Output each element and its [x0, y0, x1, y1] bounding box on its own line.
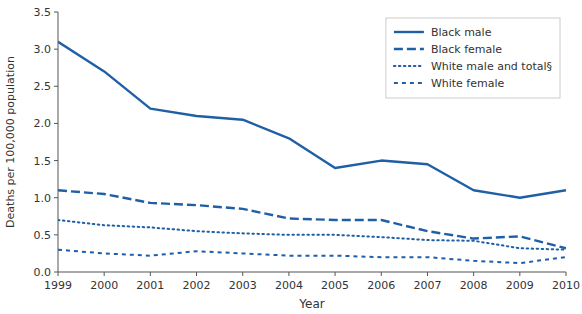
x-tick-label: 2009 [506, 279, 534, 292]
x-tick-label: 2002 [183, 279, 211, 292]
x-tick-label: 2001 [136, 279, 164, 292]
y-tick-label: 3.5 [34, 6, 52, 19]
y-tick-label: 0.5 [34, 229, 52, 242]
y-tick-label: 0.0 [34, 266, 52, 279]
y-tick [54, 12, 58, 13]
x-tick [381, 272, 382, 276]
legend-swatch [394, 31, 424, 33]
y-tick-label: 2.5 [34, 80, 52, 93]
y-tick [54, 86, 58, 87]
y-tick-label: 2.0 [34, 117, 52, 130]
x-tick [104, 272, 105, 276]
y-tick [54, 234, 58, 235]
legend-label: Black female [431, 43, 502, 56]
legend-label: Black male [431, 26, 492, 39]
y-tick-label: 1.5 [34, 155, 52, 168]
x-tick [427, 272, 428, 276]
y-tick [54, 123, 58, 124]
y-tick [54, 49, 58, 50]
x-tick-label: 2006 [367, 279, 395, 292]
legend-swatch [394, 48, 424, 50]
x-tick [242, 272, 243, 276]
x-tick-label: 1999 [44, 279, 72, 292]
legend-box [386, 18, 560, 98]
legend: Black male Black female White male and tot… [386, 18, 560, 98]
x-tick-label: 2010 [552, 279, 580, 292]
x-tick [566, 272, 567, 276]
legend-swatch [394, 65, 424, 67]
legend-swatch [394, 82, 424, 84]
y-axis [58, 12, 59, 272]
y-tick [54, 160, 58, 161]
series-line [58, 220, 566, 250]
x-tick [196, 272, 197, 276]
x-axis [58, 272, 566, 273]
x-tick-label: 2007 [413, 279, 441, 292]
y-tick-label: 1.0 [34, 192, 52, 205]
series-line [58, 190, 566, 248]
x-tick [473, 272, 474, 276]
y-axis-label: Deaths per 100,000 population [4, 56, 17, 228]
series-line [58, 42, 566, 198]
series-line [58, 250, 566, 263]
x-tick-label: 2000 [90, 279, 118, 292]
x-tick [58, 272, 59, 276]
y-tick-label: 3.0 [34, 43, 52, 56]
x-tick-label: 2004 [275, 279, 303, 292]
y-tick [54, 272, 58, 273]
chart: 0.0 0.5 1.0 1.5 2.0 2.5 3.0 3.5 1999 2000 2001 2002… [0, 0, 582, 314]
legend-label: White female [431, 77, 505, 90]
y-tick [54, 197, 58, 198]
x-tick [335, 272, 336, 276]
x-axis-label: Year [298, 297, 324, 311]
x-tick-label: 2003 [229, 279, 257, 292]
legend-label: White male and total§ [431, 60, 552, 73]
x-tick-label: 2005 [321, 279, 349, 292]
x-tick [150, 272, 151, 276]
x-tick-label: 2008 [460, 279, 488, 292]
x-tick [288, 272, 289, 276]
x-tick [519, 272, 520, 276]
